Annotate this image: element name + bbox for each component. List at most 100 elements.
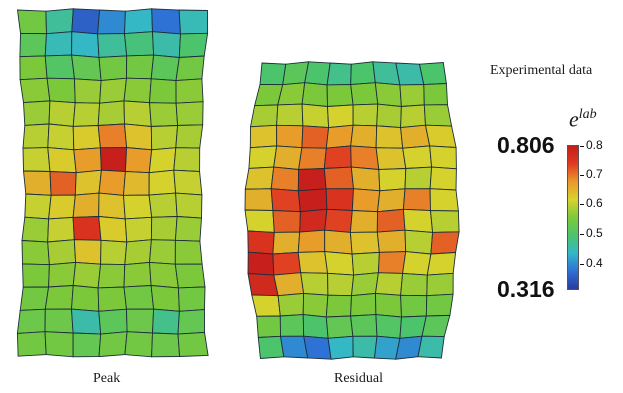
residual-strain-mesh (244, 61, 460, 360)
mesh-cell (97, 100, 125, 126)
mesh-cell (177, 331, 209, 357)
mesh-cell (97, 123, 128, 149)
mesh-cell (126, 308, 155, 334)
peak-caption: Peak (93, 371, 121, 386)
mesh-cell (72, 125, 101, 151)
mesh-cell (98, 169, 126, 196)
mesh-cell (302, 314, 329, 339)
mesh-cell (350, 166, 381, 192)
mesh-cell (350, 292, 377, 317)
strain-symbol: elab (569, 104, 597, 130)
mesh-cell (174, 216, 202, 242)
mesh-cell (402, 208, 434, 233)
mesh-cell (23, 170, 52, 196)
peak-strain-mesh (16, 8, 209, 358)
mesh-cell (98, 192, 126, 220)
mesh-cell (124, 331, 153, 358)
mesh-cell (377, 251, 407, 274)
mesh-cell (325, 188, 354, 211)
mesh-cell (404, 229, 434, 255)
mesh-cell (152, 308, 180, 335)
mesh-cell (99, 77, 128, 104)
tick-label: 0.6 (586, 196, 603, 210)
mesh-cell (324, 229, 353, 255)
mesh-cell (350, 82, 379, 106)
mesh-cell (19, 77, 51, 104)
mesh-cell (251, 294, 281, 317)
mesh-cell (421, 314, 451, 338)
mesh-cell (304, 61, 331, 86)
mesh-cell (150, 285, 180, 312)
mesh-cell (124, 8, 153, 35)
mesh-cell (22, 147, 51, 172)
mesh-cell (16, 331, 47, 357)
mesh-cell (352, 335, 378, 359)
strain-symbol-superscript: lab (578, 107, 597, 122)
mesh-cell (97, 286, 127, 312)
mesh-cell (376, 188, 406, 213)
mesh-cell (124, 31, 155, 57)
mesh-cell (375, 125, 404, 149)
legend-max-value: 0.806 (497, 132, 555, 158)
tick-mark (580, 175, 584, 176)
mesh-cell (177, 309, 205, 335)
mesh-cell (429, 145, 457, 170)
mesh-cell (326, 84, 354, 107)
mesh-cell (327, 104, 354, 129)
mesh-cell (376, 103, 402, 129)
mesh-cell (301, 103, 330, 129)
mesh-cell (324, 251, 355, 276)
mesh-cell (22, 263, 50, 288)
mesh-cell (375, 292, 402, 318)
mesh-cell (74, 169, 102, 196)
mesh-cell (244, 166, 275, 190)
mesh-cell (73, 239, 102, 265)
mesh-cell (402, 145, 433, 169)
mesh-cell (430, 210, 460, 233)
mesh-cell (149, 78, 177, 104)
mesh-cell (175, 192, 203, 219)
mesh-cell (123, 261, 152, 288)
mesh-cell (400, 104, 426, 129)
mesh-cell (425, 293, 454, 317)
mesh-cell (350, 124, 378, 149)
tick-label: 0.4 (586, 256, 603, 270)
mesh-cell (351, 251, 380, 276)
mesh-cell (404, 166, 433, 190)
strain-symbol-base: e (569, 106, 579, 132)
mesh-cell (148, 169, 177, 196)
mesh-cell (327, 335, 354, 360)
mesh-cell (150, 125, 179, 151)
mesh-cell (97, 33, 128, 58)
mesh-cell (257, 335, 285, 359)
mesh-cell (297, 251, 329, 274)
mesh-cell (327, 272, 355, 297)
mesh-cell (324, 208, 353, 233)
mesh-cell (270, 188, 301, 213)
mesh-cell (423, 104, 453, 127)
mesh-cell (97, 9, 126, 35)
mesh-cell (350, 61, 376, 86)
colorbar (567, 145, 579, 290)
mesh-cell (19, 32, 47, 58)
mesh-cell (303, 335, 332, 360)
mesh-cell (71, 308, 102, 335)
mesh-cell (72, 192, 100, 218)
mesh-cell (247, 230, 275, 255)
mesh-cell (374, 82, 402, 108)
mesh-cell (175, 55, 205, 82)
mesh-cell (375, 147, 407, 170)
tick-mark (580, 204, 584, 205)
tick-mark (580, 234, 584, 235)
mesh-cell (249, 124, 278, 149)
mesh-cell (47, 123, 75, 151)
mesh-cell (247, 273, 279, 297)
mesh-cell (272, 251, 302, 276)
mesh-cell (148, 192, 178, 218)
mesh-cell (350, 314, 378, 337)
mesh-cell (98, 216, 128, 243)
mesh-cell (297, 229, 326, 253)
mesh-cell (98, 55, 128, 82)
mesh-cell (297, 188, 328, 213)
